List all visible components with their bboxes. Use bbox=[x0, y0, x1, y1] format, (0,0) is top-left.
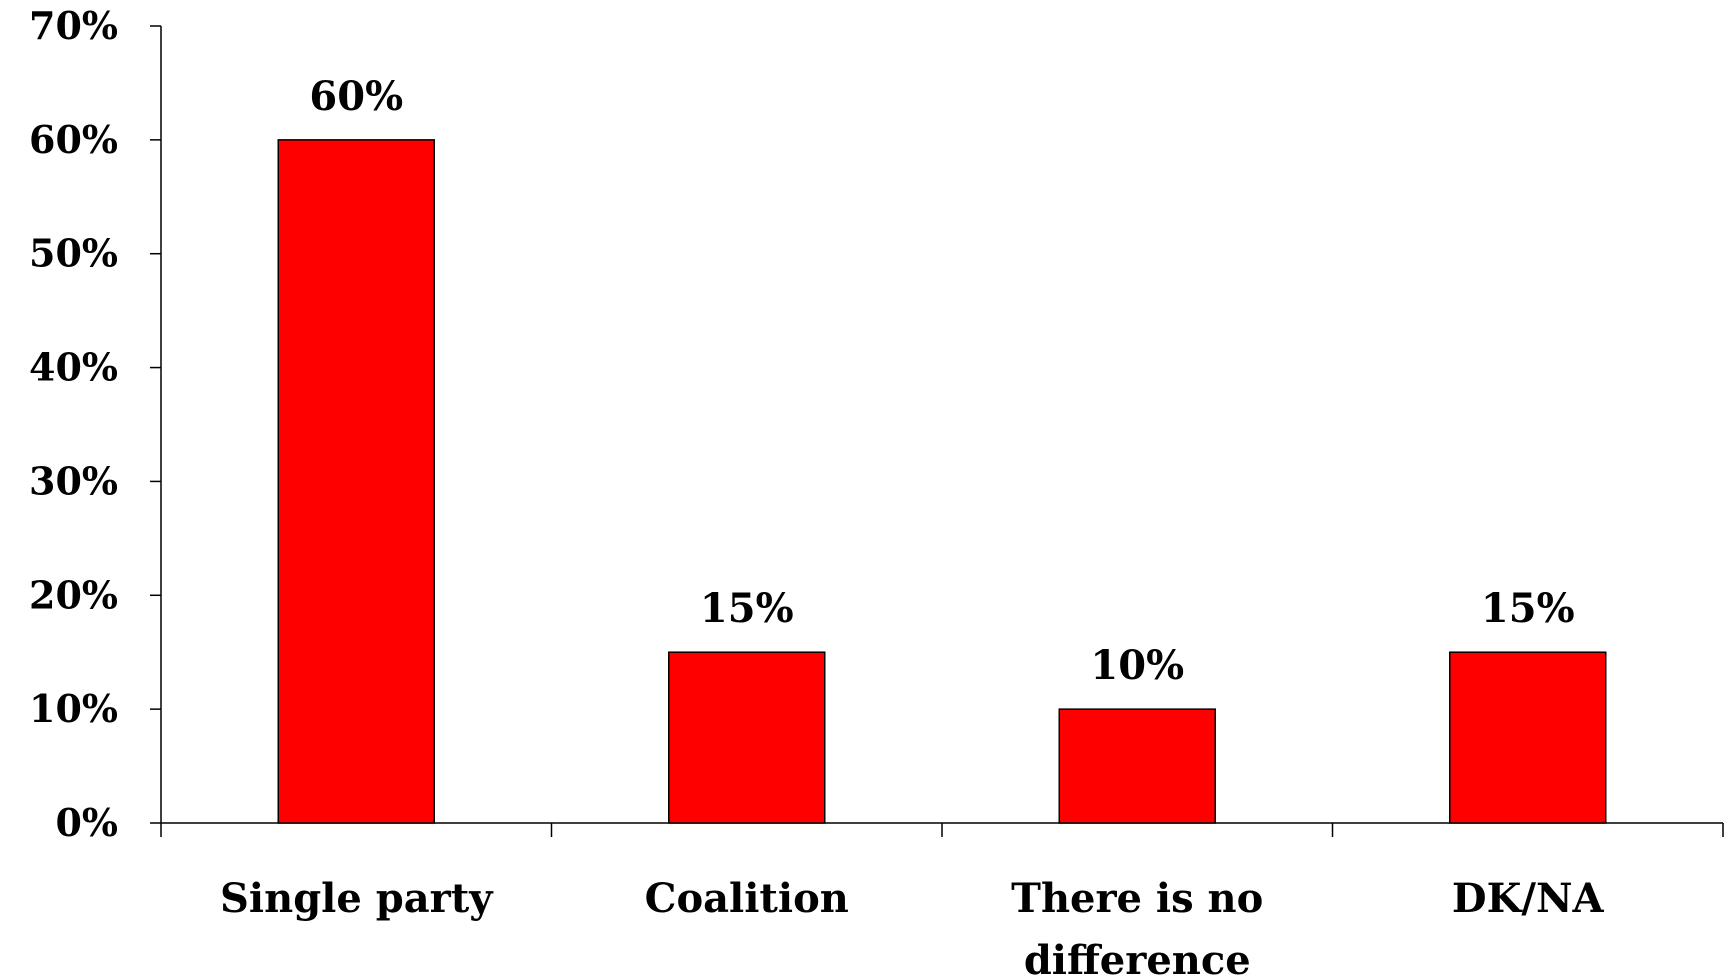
y-tick-label: 30% bbox=[29, 458, 118, 503]
y-tick-label: 40% bbox=[29, 345, 118, 390]
data-label: 10% bbox=[1090, 642, 1184, 689]
labels: 0% 10% 20% 30% 40% 50% 60% 70% 60% Single party 15… bbox=[29, 3, 1605, 980]
bar bbox=[277, 139, 435, 824]
y-tick-label: 60% bbox=[29, 117, 118, 162]
data-label: 15% bbox=[1481, 585, 1575, 632]
y-tick-label: 0% bbox=[55, 800, 118, 845]
category-label: Coalition bbox=[645, 875, 849, 922]
category-label: difference bbox=[1024, 937, 1251, 980]
y-tick-label: 50% bbox=[29, 231, 118, 276]
data-label: 15% bbox=[700, 585, 794, 632]
y-tick-label: 10% bbox=[29, 686, 118, 731]
bar bbox=[668, 651, 826, 824]
bar bbox=[1058, 708, 1216, 824]
bar bbox=[1449, 651, 1607, 824]
y-tick-label: 20% bbox=[29, 572, 118, 617]
y-tick-label: 70% bbox=[29, 3, 118, 48]
category-label: DK/NA bbox=[1452, 875, 1605, 922]
category-label: Single party bbox=[220, 875, 494, 922]
category-label: There is no bbox=[1011, 875, 1263, 922]
data-label: 60% bbox=[309, 73, 403, 120]
bars bbox=[277, 139, 1607, 824]
